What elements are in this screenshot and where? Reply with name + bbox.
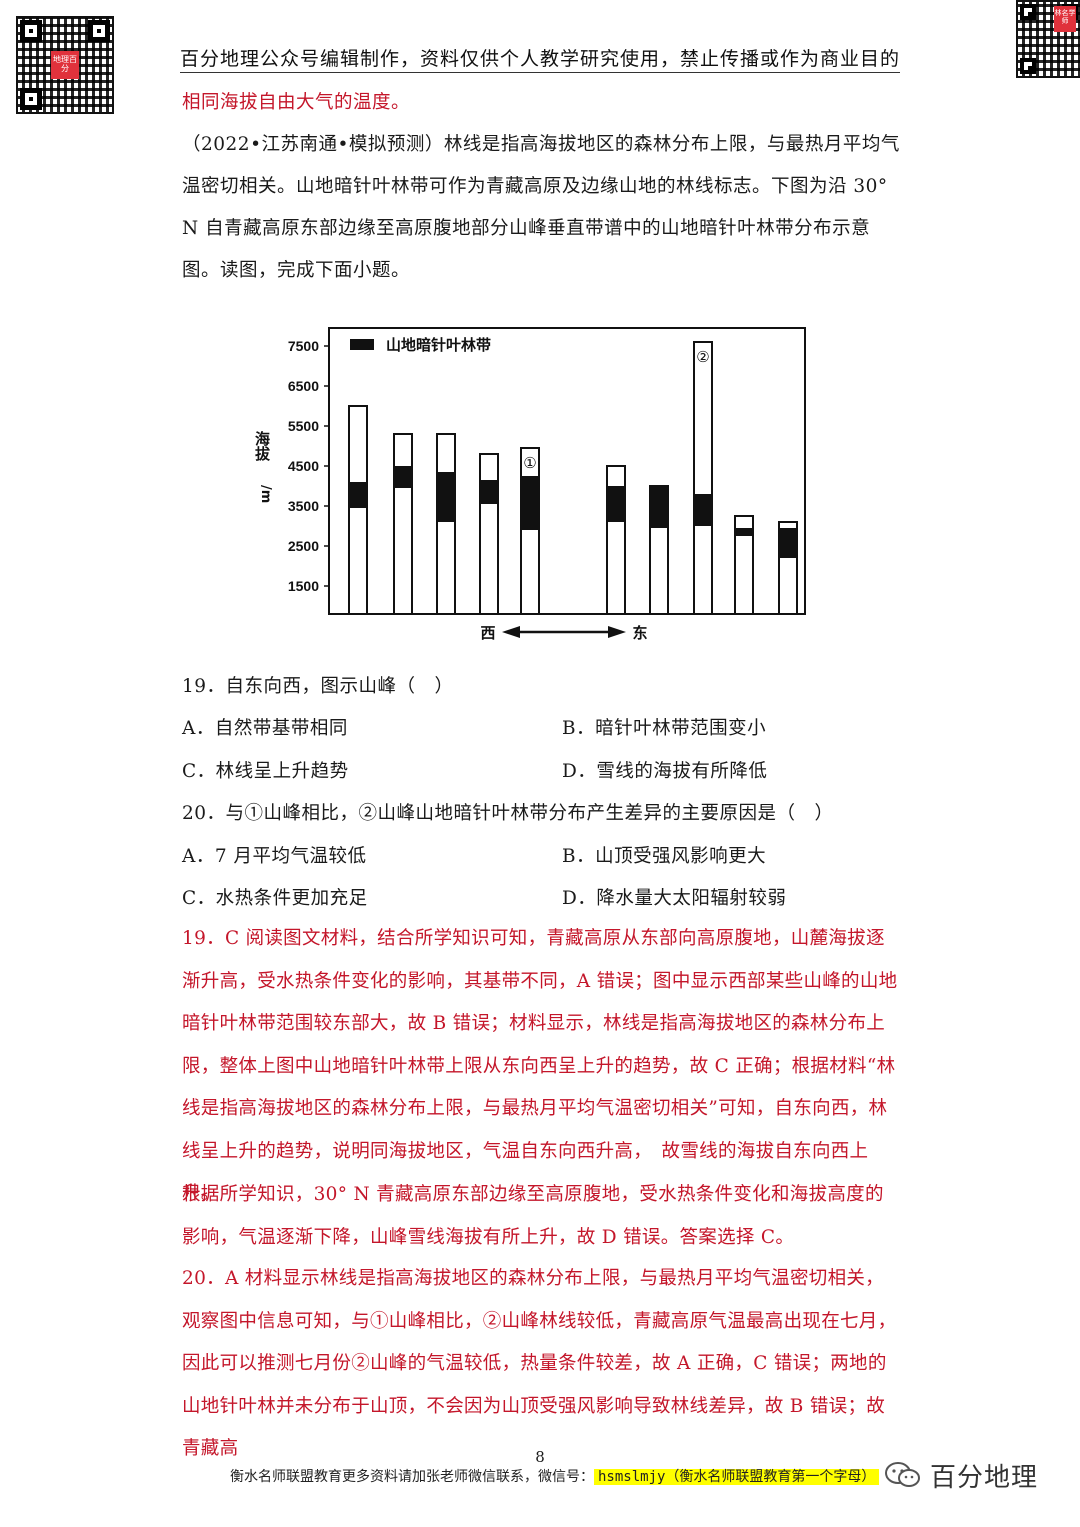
coniferous-belt <box>437 472 455 522</box>
y-tick-label: 4500 <box>288 458 319 474</box>
answer-19: 19．C 阅读图文材料，结合所学知识可知，青藏高原从东部向高原腹地，山麓海拔逐渐… <box>182 928 898 1204</box>
question-19-option-d: D．雪线的海拔有所降低 <box>562 761 768 782</box>
y-tick-label: 1500 <box>288 578 319 594</box>
answer-20: 20．A 材料显示林线是指高海拔地区的森林分布上限，与最热月平均气温密切相关，观… <box>182 1268 897 1459</box>
question-20-option-b: B．山顶受强风影响更大 <box>562 846 767 867</box>
answer-19-continued: 根据所学知识，30° N 青藏高原东部边缘至高原腹地，受水热条件变化和海拔高度的… <box>182 1184 884 1248</box>
peak-bar <box>393 433 413 615</box>
peak-bar <box>693 341 713 615</box>
peak-bar <box>734 515 754 615</box>
legend-label: 山地暗针叶林带 <box>386 336 491 354</box>
peak-marker: ① <box>523 454 536 472</box>
peak-bar <box>520 447 540 615</box>
coniferous-belt <box>694 494 712 526</box>
previous-answer-tail: 相同海拔自由大气的温度。 <box>182 92 411 113</box>
coniferous-belt <box>735 528 753 536</box>
y-tick-label: 6500 <box>288 378 319 394</box>
west-label: 西 <box>480 624 495 642</box>
coniferous-belt <box>779 528 797 558</box>
coniferous-belt <box>349 482 367 508</box>
peak-bar <box>348 405 368 615</box>
question-20-option-d: D．降水量大太阳辐射较弱 <box>562 888 787 909</box>
question-19-option-c: C．林线呈上升趋势 <box>182 761 349 782</box>
question-19-stem: 19．自东向西，图示山峰（ ） <box>182 676 454 697</box>
page-number: 8 <box>535 1448 545 1466</box>
question-19-option-b: B．暗针叶林带范围变小 <box>562 718 767 739</box>
peak-bar <box>479 453 499 615</box>
footer-text: 衡水名师联盟教育更多资料请加张老师微信联系，微信号： <box>230 1469 594 1485</box>
dark-coniferous-belt-chart: 1500 2500 3500 4500 5500 6500 7500 海拔/m 山地暗针叶林带 ①… <box>253 327 806 642</box>
y-tick-label: 2500 <box>288 538 319 554</box>
coniferous-belt <box>394 466 412 488</box>
coniferous-belt <box>480 480 498 504</box>
coniferous-belt <box>650 486 668 528</box>
brand-name: 百分地理 <box>930 1462 1039 1493</box>
y-tick-label: 7500 <box>288 338 319 354</box>
peak-marker: ② <box>696 348 709 366</box>
qr-code-left: 地理百分 <box>16 16 114 114</box>
question-19-option-a: A．自然带基带相同 <box>182 718 348 739</box>
direction-arrow-east-head <box>608 626 626 638</box>
question-intro: （2022•江苏南通•模拟预测）林线是指高海拔地区的森林分布上限，与最热月平均气… <box>182 134 900 281</box>
y-axis-label: 海拔 <box>253 430 271 462</box>
qr-logo-right: 林名学师 <box>1054 6 1076 32</box>
y-tick-label: 3500 <box>288 498 319 514</box>
legend-swatch <box>350 339 374 350</box>
peak-bar <box>436 433 456 615</box>
plot-frame <box>328 327 806 615</box>
wechat-icon <box>885 1462 920 1487</box>
qr-logo-left: 地理百分 <box>51 51 79 79</box>
header-rule <box>180 72 900 73</box>
page-header: 百分地理公众号编辑制作，资料仅供个人教学研究使用，禁止传播或作为商业目的 <box>180 48 901 70</box>
footer-wechat-id: hsmslmjy（衡水名师联盟教育第一个字母） <box>594 1469 880 1485</box>
question-20-option-a: A．7 月平均气温较低 <box>182 846 367 867</box>
question-20-option-c: C．水热条件更加充足 <box>182 888 368 909</box>
y-tick-label: 5500 <box>288 418 319 434</box>
coniferous-belt <box>521 476 539 530</box>
y-axis-unit: /m <box>258 485 273 503</box>
question-20-stem: 20．与①山峰相比，②山峰山地暗针叶林带分布产生差异的主要原因是（ ） <box>182 803 834 824</box>
direction-arrow-west-head <box>502 626 520 638</box>
brand-watermark: 百分地理 <box>884 1458 1039 1493</box>
coniferous-belt <box>607 486 625 522</box>
qr-code-right: 林名学师 <box>1016 0 1080 78</box>
east-label: 东 <box>632 624 647 642</box>
footer-note: 衡水名师联盟教育更多资料请加张老师微信联系，微信号： hsmslmjy（衡水名师联… <box>230 1466 880 1486</box>
